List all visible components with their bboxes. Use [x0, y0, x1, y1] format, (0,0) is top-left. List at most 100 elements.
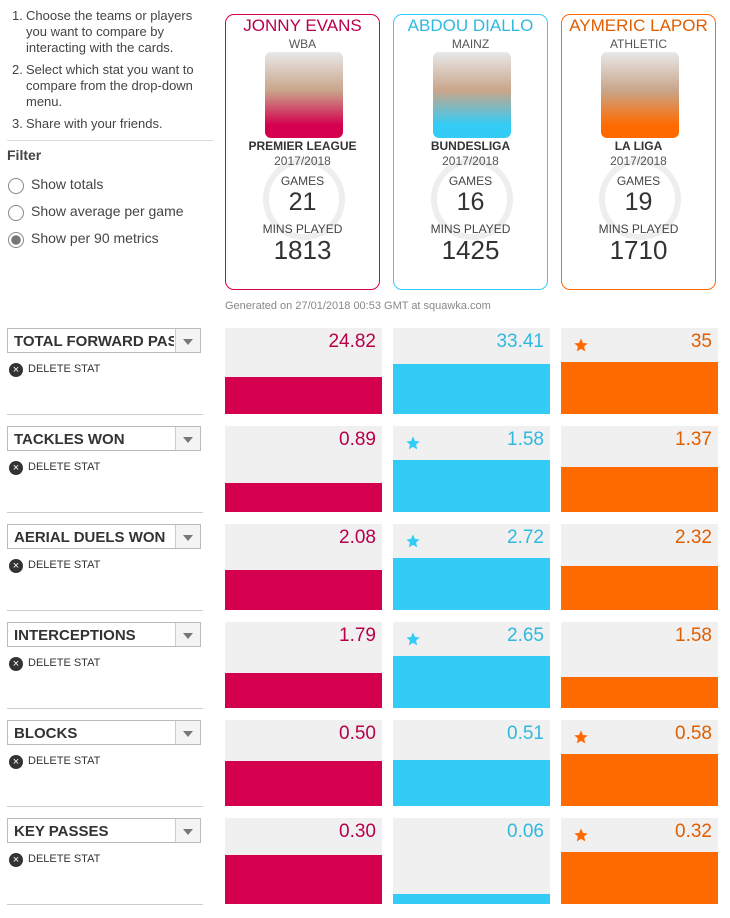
mins-label: MINS PLAYED	[262, 222, 343, 236]
stats-ring	[599, 158, 681, 240]
league: LA LIGA	[614, 139, 663, 153]
filter-option[interactable]: Show average per game	[31, 203, 184, 219]
stat-cell: 2.32	[561, 524, 718, 610]
stat-cell: 1.58	[561, 622, 718, 708]
instruction: Select which stat you want to compare fr…	[26, 62, 194, 109]
stat-bar	[225, 672, 382, 708]
delete-icon[interactable]: ×	[9, 363, 23, 377]
delete-icon[interactable]: ×	[9, 559, 23, 573]
stat-bar	[561, 852, 718, 904]
filter-option[interactable]: Show per 90 metrics	[31, 230, 159, 246]
stat-cell: 33.41	[393, 328, 550, 414]
stat-bar	[225, 482, 382, 512]
stat-cell: 0.06	[393, 818, 550, 904]
dropdown-arrow	[175, 721, 200, 744]
stat-dropdown[interactable]: INTERCEPTIONS	[7, 622, 201, 647]
stat-value: 0.51	[507, 723, 544, 744]
delete-stat[interactable]: DELETE STAT	[28, 559, 101, 571]
leader-star	[405, 533, 421, 554]
row-divider	[7, 610, 203, 611]
stat-cell: 2.72	[393, 524, 550, 610]
delete-icon[interactable]: ×	[9, 755, 23, 769]
stat-bar	[393, 558, 550, 610]
games: 21	[288, 188, 317, 216]
stat-bar	[393, 656, 550, 708]
mins: 1425	[441, 235, 500, 265]
delete-icon[interactable]: ×	[9, 657, 23, 671]
leader-star	[573, 729, 589, 750]
stat-name: TOTAL FORWARD PAS	[14, 333, 174, 350]
stat-value: 2.32	[675, 527, 712, 548]
radio[interactable]	[8, 178, 24, 194]
stat-value: 2.08	[339, 527, 376, 548]
player-name: AYMERIC LAPOR	[569, 16, 708, 35]
stat-bar	[561, 677, 718, 708]
stat-bar	[225, 570, 382, 610]
player-card[interactable]: ABDOU DIALLO MAINZ BUNDESLIGA 2017/2018 GAME…	[393, 14, 548, 290]
stat-dropdown[interactable]: TACKLES WON	[7, 426, 201, 451]
player-photo	[433, 52, 511, 138]
stat-value: 24.82	[328, 331, 376, 352]
stat-value: 33.41	[496, 331, 544, 352]
stat-bar	[225, 855, 382, 904]
delete-icon[interactable]: ×	[9, 461, 23, 475]
stat-value: 35	[690, 331, 712, 352]
filter-title: Filter	[7, 147, 42, 163]
stat-name: KEY PASSES	[14, 823, 109, 840]
games: 19	[624, 188, 653, 216]
games-label: GAMES	[280, 174, 325, 188]
dropdown-arrow	[175, 525, 200, 548]
stat-cell: 1.37	[561, 426, 718, 512]
instruction: Share with your friends.	[26, 116, 163, 131]
delete-stat[interactable]: DELETE STAT	[28, 461, 101, 473]
stat-value: 0.58	[675, 723, 712, 744]
stat-value: 0.06	[507, 821, 544, 842]
stat-value: 0.89	[339, 429, 376, 450]
league: BUNDESLIGA	[430, 139, 511, 153]
player-card[interactable]: AYMERIC LAPOR ATHLETIC LA LIGA 2017/2018 GAM…	[561, 14, 716, 290]
filter-option[interactable]: Show totals	[31, 176, 104, 192]
season: 2017/2018	[610, 154, 667, 168]
dropdown-arrow	[175, 623, 200, 646]
stat-cell: 2.65	[393, 622, 550, 708]
stat-dropdown[interactable]: BLOCKS	[7, 720, 201, 745]
delete-icon[interactable]: ×	[9, 853, 23, 867]
stat-bar	[393, 760, 550, 806]
team: ATHLETIC	[609, 37, 668, 51]
stat-cell: 35	[561, 328, 718, 414]
dropdown-arrow	[175, 329, 200, 352]
stat-bar	[225, 377, 382, 414]
player-photo	[265, 52, 343, 138]
stat-dropdown[interactable]: TOTAL FORWARD PAS	[7, 328, 201, 353]
row-divider	[7, 512, 203, 513]
player-card[interactable]: JONNY EVANS WBA PREMIER LEAGUE 2017/2018 GAM…	[225, 14, 380, 290]
stat-name: INTERCEPTIONS	[14, 627, 136, 644]
stat-cell: 0.89	[225, 426, 382, 512]
stat-dropdown[interactable]: KEY PASSES	[7, 818, 201, 843]
stat-value: 2.72	[507, 527, 544, 548]
season: 2017/2018	[442, 154, 499, 168]
player-name: JONNY EVANS	[243, 16, 362, 35]
radio[interactable]	[8, 232, 24, 248]
leader-star	[405, 435, 421, 456]
stat-value: 0.50	[339, 723, 376, 744]
radio[interactable]	[8, 205, 24, 221]
stat-value: 0.32	[675, 821, 712, 842]
step-number: 3.	[12, 116, 23, 131]
generated-note: Generated on 27/01/2018 00:53 GMT at squ…	[225, 300, 491, 312]
delete-stat[interactable]: DELETE STAT	[28, 363, 101, 375]
delete-stat[interactable]: DELETE STAT	[28, 853, 101, 865]
delete-stat[interactable]: DELETE STAT	[28, 657, 101, 669]
delete-stat[interactable]: DELETE STAT	[28, 755, 101, 767]
stat-bar	[561, 754, 718, 806]
player-name: ABDOU DIALLO	[407, 16, 534, 35]
games: 16	[456, 188, 485, 216]
stat-cell: 0.58	[561, 720, 718, 806]
stat-name: BLOCKS	[14, 725, 78, 742]
stat-dropdown[interactable]: AERIAL DUELS WON	[7, 524, 201, 549]
stat-cell: 1.58	[393, 426, 550, 512]
stats-ring	[431, 158, 513, 240]
stat-value: 1.58	[507, 429, 544, 450]
row-divider	[7, 708, 203, 709]
